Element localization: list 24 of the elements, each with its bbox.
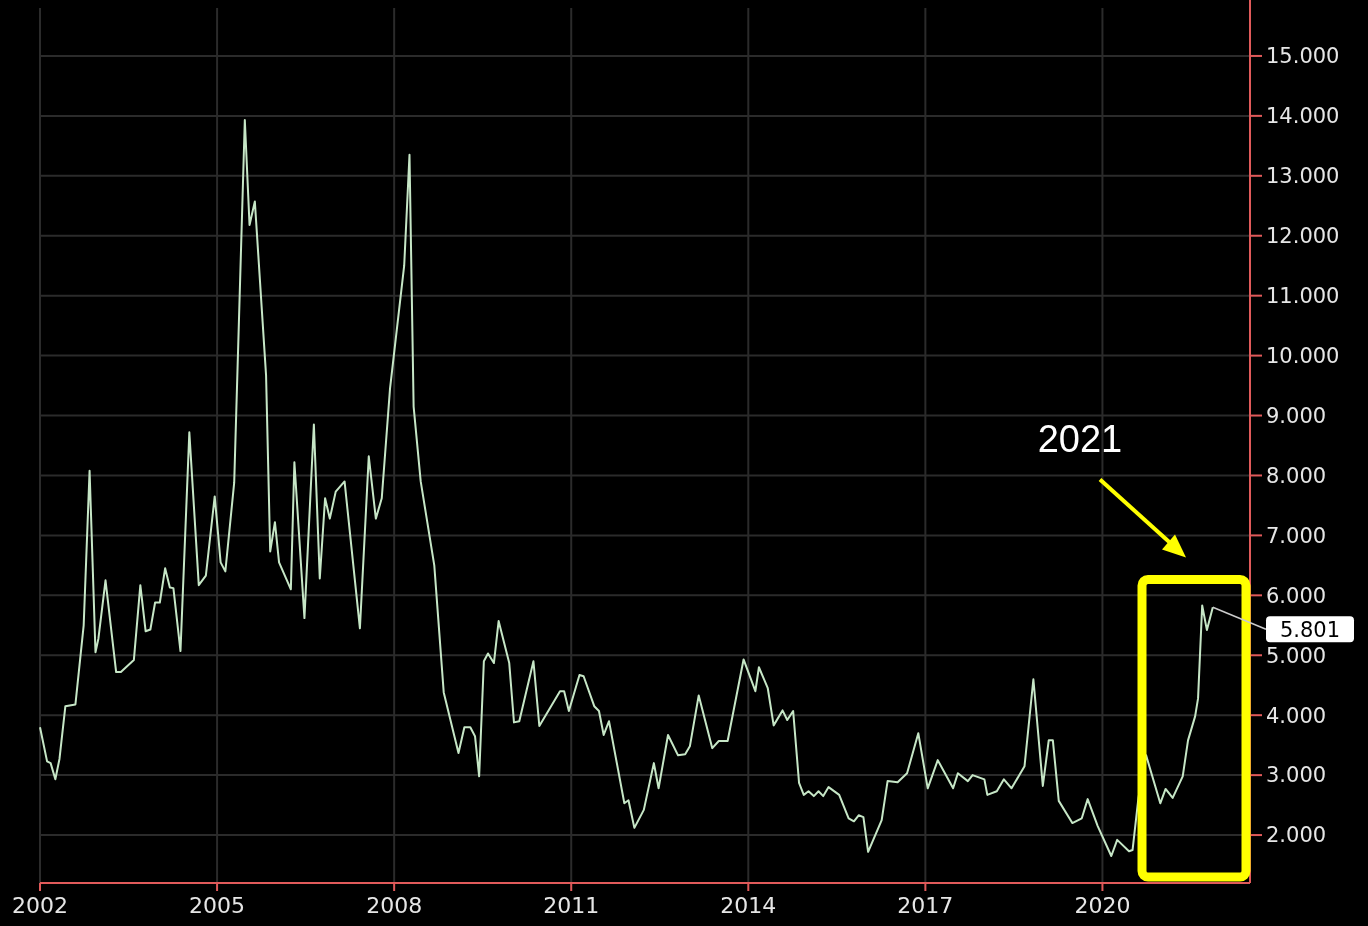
y-tick-label: 9.000	[1266, 403, 1327, 428]
x-tick-label: 2008	[366, 893, 423, 918]
y-tick-label: 2.000	[1266, 823, 1327, 848]
x-tick-label: 2002	[12, 893, 68, 918]
y-tick-label: 7.000	[1266, 523, 1327, 548]
y-tick-label: 11.000	[1266, 284, 1340, 309]
y-tick-label: 13.000	[1266, 164, 1340, 189]
y-tick-label: 5.000	[1266, 643, 1327, 668]
y-tick-label: 4.000	[1266, 703, 1327, 728]
annotation: 5.801	[1279, 617, 1341, 642]
x-tick-label: 2011	[543, 893, 600, 918]
line-series	[39, 119, 1214, 858]
y-tick-label: 15.000	[1266, 44, 1340, 69]
annotation: 2021	[1037, 417, 1123, 460]
x-tick-label: 2005	[189, 893, 246, 918]
x-tick-label: 2017	[897, 893, 954, 918]
y-tick-label: 8.000	[1266, 463, 1327, 488]
y-tick-label: 3.000	[1266, 763, 1327, 788]
y-tick-label: 6.000	[1266, 583, 1327, 608]
y-tick-label: 12.000	[1266, 224, 1340, 249]
x-tick-label: 2014	[720, 893, 777, 918]
y-tick-label: 10.000	[1266, 343, 1340, 368]
y-tick-label: 14.000	[1266, 104, 1340, 129]
x-tick-label: 2020	[1074, 893, 1131, 918]
